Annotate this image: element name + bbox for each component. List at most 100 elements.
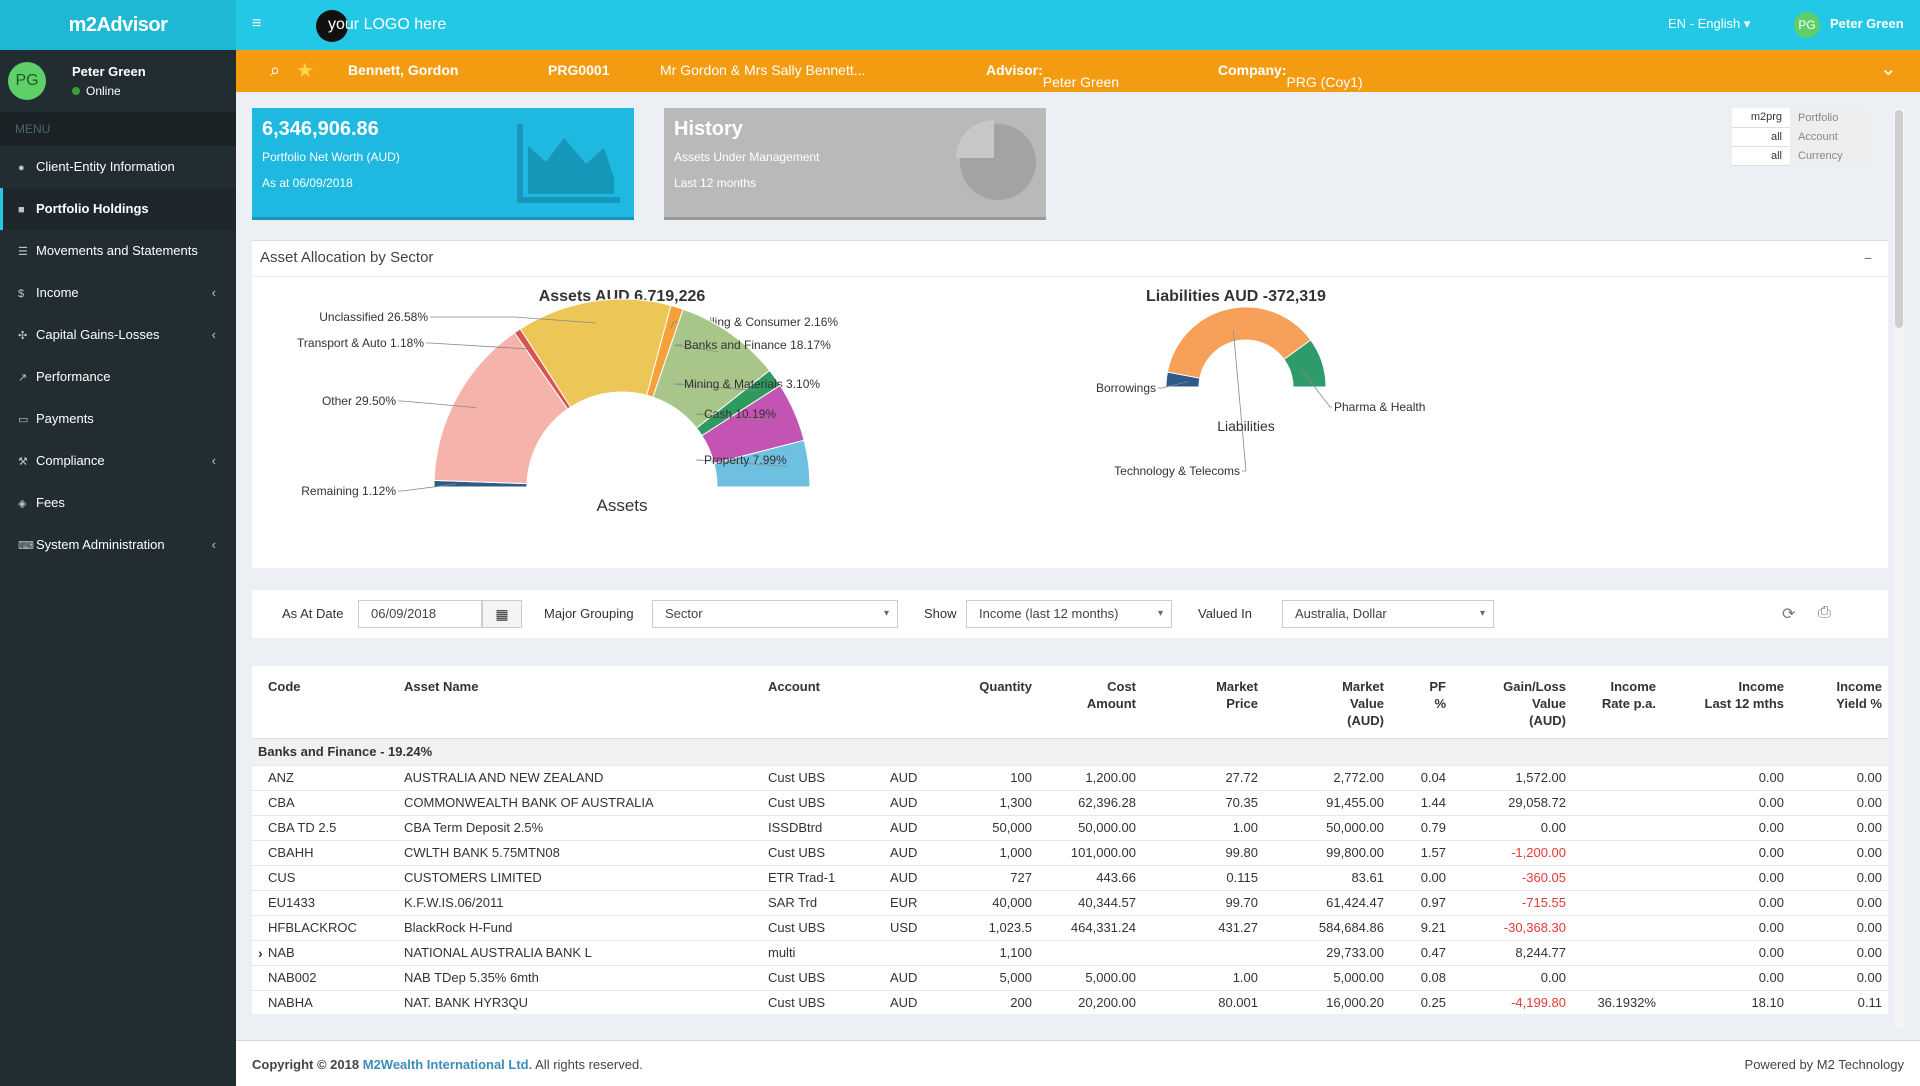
star-icon[interactable]: ★ (296, 60, 314, 82)
table-row[interactable]: NAB002 NAB TDep 5.35% 6mth Cust UBS AUD 5,00… (252, 965, 1888, 991)
column-header[interactable]: Market Price (1142, 666, 1264, 739)
scrollbar-track[interactable] (1894, 108, 1904, 1028)
user-avatar[interactable]: PG (1794, 12, 1820, 38)
scrollbar-thumb[interactable] (1895, 110, 1903, 328)
column-header[interactable]: Gain/Loss Value (AUD) (1452, 666, 1572, 739)
table-row[interactable]: NABHA NAT. BANK HYR3QU Cust UBS AUD 200 20,20… (252, 990, 1888, 1014)
group-row[interactable]: Banks and Finance - 19.24% (252, 738, 1888, 766)
sidebar-item-compliance[interactable]: ⚒ Compliance ‹ (0, 440, 236, 482)
cell-account: Cust UBS (762, 765, 884, 791)
cell-yield: 0.00 (1790, 790, 1888, 816)
column-header[interactable]: Asset Name (398, 666, 762, 739)
table-row[interactable]: CBA COMMONWEALTH BANK OF AUSTRALIA Cust UB… (252, 790, 1888, 816)
table-row[interactable]: CUS CUSTOMERS LIMITED ETR Trad-1 AUD 727 443.… (252, 865, 1888, 891)
table-row[interactable]: EU1433 K.F.W.IS.06/2011 SAR Trd EUR 40,000 40… (252, 890, 1888, 916)
table-row[interactable]: ANZ AUSTRALIA AND NEW ZEALAND Cust UBS AUD 1… (252, 765, 1888, 791)
table-row[interactable]: CBAHH CWLTH BANK 5.75MTN08 Cust UBS AUD 1,00… (252, 840, 1888, 866)
sidebar-item-system-administration[interactable]: ⌨ System Administration ‹ (0, 524, 236, 566)
menu-header: MENU (0, 112, 236, 146)
column-header[interactable]: Quantity (954, 666, 1038, 739)
client-name[interactable]: Bennett, Gordon (348, 62, 459, 78)
cell-pf: 0.25 (1390, 990, 1452, 1014)
cell-cost: 20,200.00 (1038, 990, 1142, 1014)
label-leader-line (673, 383, 758, 391)
sidebar-item-capital-gains-losses[interactable]: ✣ Capital Gains-Losses ‹ (0, 314, 236, 356)
expand-row-icon[interactable]: › (252, 940, 262, 966)
slice-property[interactable] (713, 439, 811, 488)
sidebar-item-movements-and-statements[interactable]: ☰ Movements and Statements (0, 230, 236, 272)
cell-pf: 0.08 (1390, 965, 1452, 991)
slice-other[interactable] (433, 332, 569, 485)
sidebar-item-label: Compliance (36, 453, 105, 468)
major-grouping-select[interactable]: Sector ▾ (652, 600, 898, 628)
column-header[interactable]: Income Rate p.a. (1572, 666, 1662, 739)
search-icon[interactable]: ⌕ (270, 60, 281, 80)
net-worth-value: 6,346,906.86 (262, 118, 379, 140)
chevron-down-icon[interactable]: ⌄ (1880, 58, 1897, 80)
calendar-icon[interactable]: ▦ (482, 600, 522, 628)
assets-center-label: Assets (596, 496, 647, 515)
allocation-charts: Assets AUD 6,719,226 Liabilities AUD -37… (297, 288, 1425, 515)
sidebar-item-fees[interactable]: ◈ Fees (0, 482, 236, 524)
cell-qty: 5,000 (954, 965, 1038, 991)
sidebar-item-performance[interactable]: ↗ Performance (0, 356, 236, 398)
net-worth-box[interactable]: 6,346,906.86 Portfolio Net Worth (AUD) A… (252, 108, 634, 220)
asset-allocation-panel: Asset Allocation by Sector − Assets AUD … (252, 240, 1888, 568)
filter-row-portfolio[interactable]: m2prg Portfolio (1732, 108, 1868, 128)
column-header[interactable]: Cost Amount (1038, 666, 1142, 739)
filter-row-currency[interactable]: all Currency (1732, 146, 1868, 166)
company-link[interactable]: M2Wealth International Ltd. (362, 1057, 533, 1072)
cell-inc: 0.00 (1662, 765, 1790, 791)
column-header[interactable]: Account (762, 666, 884, 739)
refresh-icon[interactable]: ⟳ (1782, 606, 1796, 623)
hamburger-menu-icon[interactable]: ≡ (252, 15, 262, 32)
column-header[interactable]: Market Value (AUD) (1264, 666, 1390, 739)
user-menu-name[interactable]: Peter Green (1830, 16, 1904, 31)
column-header[interactable] (884, 666, 954, 739)
table-row[interactable]: CBA TD 2.5 CBA Term Deposit 2.5% ISSDBtrd A… (252, 815, 1888, 841)
collapse-icon[interactable]: − (1863, 250, 1872, 266)
dollar-icon: $ (18, 288, 25, 300)
chevron-down-icon: ▾ (1157, 608, 1163, 619)
sidebar-item-payments[interactable]: ▭ Payments (0, 398, 236, 440)
net-worth-label: Portfolio Net Worth (AUD) (262, 150, 400, 164)
sidebar-item-income[interactable]: $ Income ‹ (0, 272, 236, 314)
cell-yield: 0.00 (1790, 865, 1888, 891)
cell-price: 27.72 (1142, 765, 1264, 791)
cell-gl: -4,199.80 (1452, 990, 1572, 1014)
cell-gl: 0.00 (1452, 815, 1572, 841)
cell-rate (1572, 790, 1662, 816)
show-select[interactable]: Income (last 12 months) ▾ (966, 600, 1172, 628)
slice-pharma-health[interactable] (1283, 339, 1327, 388)
column-header[interactable]: Income Yield % (1790, 666, 1888, 739)
filter-row-account[interactable]: all Account (1732, 127, 1868, 147)
column-header[interactable]: Code (262, 666, 398, 739)
sidebar-item-client-entity-information[interactable]: ● Client-Entity Information (0, 146, 236, 188)
history-title: History (674, 118, 743, 140)
cell-yield: 0.00 (1790, 840, 1888, 866)
slice-technology-telecoms[interactable] (1166, 306, 1312, 379)
cell-qty: 1,300 (954, 790, 1038, 816)
company-info: Company: PRG (Coy1) (1218, 62, 1363, 90)
table-row[interactable]: HFBLACKROC BlackRock H-Fund Cust UBS USD 1,0… (252, 915, 1888, 941)
language-selector[interactable]: EN - English ▾ (1668, 16, 1750, 32)
sidebar-item-portfolio-holdings[interactable]: ■ Portfolio Holdings (0, 188, 236, 230)
row-spacer (252, 765, 262, 791)
valued-in-select[interactable]: Australia, Dollar ▾ (1282, 600, 1494, 628)
cell-name: AUSTRALIA AND NEW ZEALAND (398, 765, 762, 791)
brand-logo[interactable]: m2Advisor (0, 0, 236, 50)
cell-name: CUSTOMERS LIMITED (398, 865, 762, 891)
print-icon[interactable]: ⎙ (1818, 604, 1831, 621)
history-box[interactable]: History Assets Under Management Last 12 … (664, 108, 1046, 220)
cell-account: ETR Trad-1 (762, 865, 884, 891)
cell-qty: 100 (954, 765, 1038, 791)
cell-cost (1038, 940, 1142, 966)
pie-chart-icon (956, 120, 1036, 200)
column-header[interactable]: Income Last 12 mths (1662, 666, 1790, 739)
column-header[interactable]: PF % (1390, 666, 1452, 739)
sidebar: PG Peter Green Online MENU ● Client-Entit… (0, 50, 236, 1086)
cell-gl: 0.00 (1452, 965, 1572, 991)
cell-pf: 0.47 (1390, 940, 1452, 966)
as-at-date-input[interactable]: 06/09/2018 (358, 600, 482, 628)
